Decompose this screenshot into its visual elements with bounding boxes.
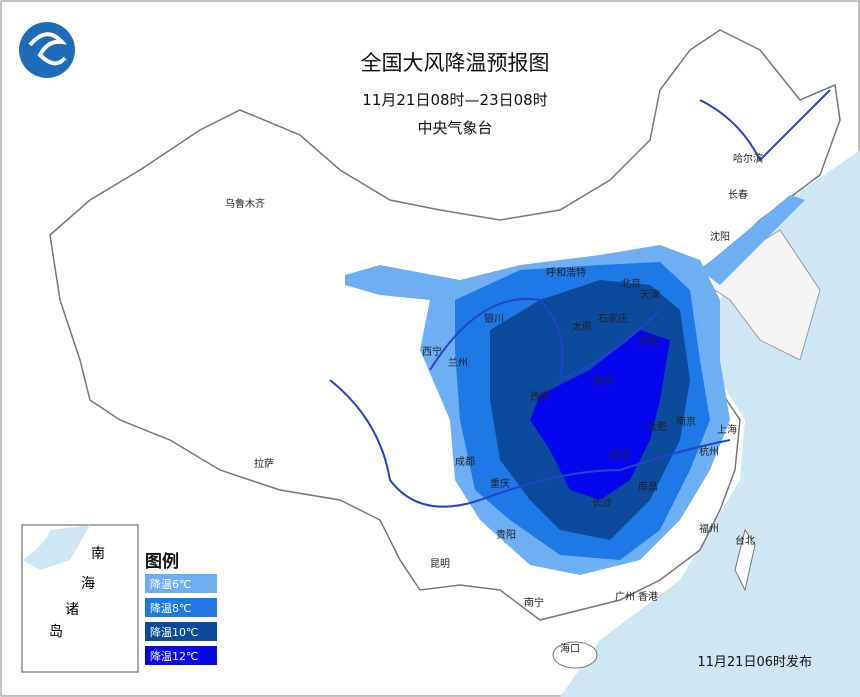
city-label: 武汉	[610, 448, 630, 461]
city-label: 沈阳	[710, 230, 730, 243]
zone-12	[530, 330, 670, 500]
legend-label: 降温10℃	[150, 625, 198, 639]
city-label: 海口	[560, 642, 580, 655]
city-label: 成都	[455, 456, 475, 468]
inset-sea	[22, 525, 90, 570]
legend-swatch	[145, 646, 217, 665]
city-label: 广州	[615, 591, 635, 603]
city-label: 重庆	[490, 477, 510, 490]
legend-label: 降温8℃	[150, 601, 191, 615]
subtitle: 11月21日08时—23日08时	[362, 91, 547, 109]
title: 全国大风降温预报图	[361, 51, 550, 75]
zone-6-ne	[700, 195, 805, 285]
city-label: 太原	[572, 320, 592, 333]
legend-label: 降温12℃	[150, 649, 198, 663]
city-label: 杭州	[699, 445, 719, 458]
city-label: 南宁	[524, 596, 544, 609]
city-label: 南昌	[638, 480, 658, 493]
city-label: 郑州	[593, 375, 613, 388]
logo	[19, 22, 75, 78]
city-label: 银川	[484, 312, 504, 325]
city-label: 济南	[638, 335, 658, 348]
inset-label: 岛	[49, 624, 63, 640]
city-label: 长沙	[592, 497, 612, 509]
legend-swatch	[145, 574, 217, 593]
logo-mark	[28, 32, 68, 66]
legend-swatch	[145, 598, 217, 617]
hainan	[552, 641, 598, 669]
inset-label: 诸	[65, 602, 79, 618]
city-label: 石家庄	[598, 312, 628, 325]
taiwan	[734, 528, 756, 592]
heilong-river	[699, 89, 831, 162]
city-label: 兰州	[448, 356, 468, 369]
city-label: 福州	[699, 522, 719, 535]
city-label: 台北	[735, 534, 755, 547]
city-label: 天津	[640, 289, 660, 301]
city-label: 北京	[621, 277, 641, 290]
city-label: 香港	[638, 591, 658, 603]
city-label: 西宁	[422, 345, 442, 358]
city-label: 乌鲁木齐	[225, 197, 265, 210]
city-label: 拉萨	[254, 457, 274, 470]
city-label: 合肥	[647, 420, 667, 433]
city-label: 贵阳	[496, 528, 516, 541]
agency: 中央气象台	[417, 119, 492, 137]
legend-title: 图例	[145, 551, 179, 572]
inset-label: 南	[91, 546, 105, 562]
yangtze	[329, 379, 731, 508]
yellow-river	[429, 297, 661, 382]
city-label: 呼和浩特	[546, 267, 586, 279]
issued: 11月21日06时发布	[697, 654, 812, 670]
city-label: 西安	[530, 390, 550, 403]
city-label: 长春	[728, 189, 748, 201]
legend-label: 降温6℃	[150, 577, 191, 591]
inset-label: 海	[81, 576, 95, 592]
city-label: 昆明	[430, 558, 450, 570]
legend-swatch	[145, 622, 217, 641]
city-label: 哈尔滨	[733, 152, 763, 165]
city-label: 南京	[676, 415, 696, 428]
city-label: 上海	[717, 423, 737, 436]
